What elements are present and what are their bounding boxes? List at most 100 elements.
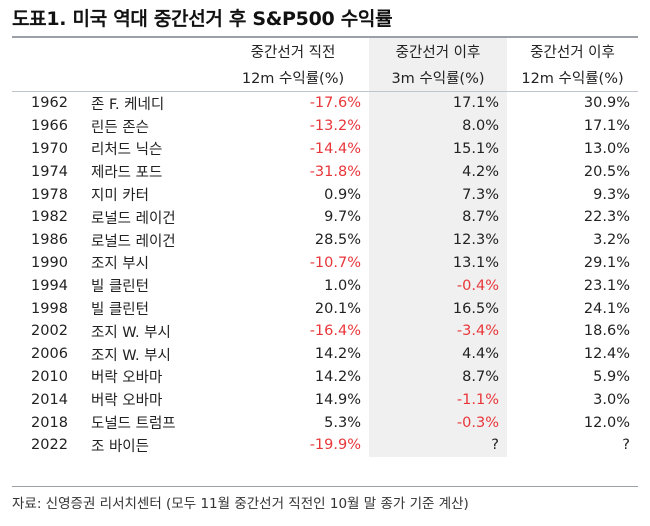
pre12m-cell: -17.6% bbox=[309, 95, 361, 112]
president-cell: 지미 카터 bbox=[91, 188, 149, 205]
post12m-cell: 24.1% bbox=[583, 300, 630, 317]
post3m-cell: -0.4% bbox=[369, 274, 507, 298]
table-row: 1974 제라드 포드 -31.8% 4.2% 20.5% bbox=[12, 160, 638, 184]
year-cell: 1986 bbox=[31, 232, 68, 249]
year-cell: 1994 bbox=[31, 277, 68, 294]
post3m-cell: 8.7% bbox=[369, 365, 507, 389]
post3m-cell: -1.1% bbox=[369, 388, 507, 412]
header-name-blank bbox=[87, 38, 217, 64]
post12m-cell: 30.9% bbox=[583, 95, 630, 112]
table-body: 1962 존 F. 케네디 -17.6% 17.1% 30.9% 1966 린든 존슨 -13… bbox=[12, 91, 638, 457]
president-cell: 제라드 포드 bbox=[91, 165, 163, 182]
president-cell: 린든 존슨 bbox=[91, 119, 149, 136]
table-row: 1998 빌 클린턴 20.1% 16.5% 24.1% bbox=[12, 297, 638, 320]
year-cell: 1970 bbox=[31, 140, 68, 157]
pre12m-cell: -16.4% bbox=[309, 323, 361, 340]
post3m-cell: 8.0% bbox=[369, 114, 507, 138]
president-cell: 로널드 레이건 bbox=[91, 210, 176, 227]
president-cell: 리처드 닉슨 bbox=[91, 142, 163, 159]
year-cell: 1990 bbox=[31, 254, 68, 271]
post12m-cell: 17.1% bbox=[583, 118, 630, 135]
table-row: 1994 빌 클린턴 1.0% -0.4% 23.1% bbox=[12, 274, 638, 298]
table-row: 1966 린든 존슨 -13.2% 8.0% 17.1% bbox=[12, 114, 638, 138]
president-cell: 빌 클린턴 bbox=[91, 302, 149, 319]
year-cell: 1982 bbox=[31, 209, 68, 226]
post3m-cell: 8.7% bbox=[369, 205, 507, 229]
table-row: 1990 조지 부시 -10.7% 13.1% 29.1% bbox=[12, 251, 638, 275]
post12m-cell: 29.1% bbox=[583, 254, 630, 271]
pre12m-cell: 9.7% bbox=[324, 209, 361, 226]
header-name-blank-2 bbox=[87, 64, 217, 92]
year-cell: 1978 bbox=[31, 186, 68, 203]
post12m-cell: 22.3% bbox=[583, 209, 630, 226]
post12m-cell: 9.3% bbox=[593, 186, 630, 203]
post12m-cell: 12.4% bbox=[583, 346, 630, 363]
post12m-cell: 20.5% bbox=[583, 163, 630, 180]
president-cell: 조지 W. 부시 bbox=[91, 347, 171, 364]
post12m-cell: 23.1% bbox=[583, 277, 630, 294]
header-pre12m-line2: 12m 수익률(%) bbox=[217, 64, 369, 92]
table-row: 1986 로널드 레이건 28.5% 12.3% 3.2% bbox=[12, 228, 638, 252]
president-cell: 도널드 트럼프 bbox=[91, 416, 176, 433]
pre12m-cell: 20.1% bbox=[314, 300, 361, 317]
pre12m-cell: 14.9% bbox=[314, 391, 361, 408]
post3m-cell: 17.1% bbox=[369, 91, 507, 115]
president-cell: 조 바이든 bbox=[91, 438, 149, 455]
header-post12m-line2: 12m 수익률(%) bbox=[507, 64, 638, 92]
table-row: 2002 조지 W. 부시 -16.4% -3.4% 18.6% bbox=[12, 319, 638, 343]
pre12m-cell: 5.3% bbox=[324, 414, 361, 431]
post12m-cell: 12.0% bbox=[583, 414, 630, 431]
post3m-cell: 15.1% bbox=[369, 137, 507, 161]
pre12m-cell: 14.2% bbox=[314, 368, 361, 385]
pre12m-cell: -31.8% bbox=[309, 163, 361, 180]
post12m-cell: 3.2% bbox=[593, 232, 630, 249]
year-cell: 2022 bbox=[31, 437, 68, 454]
post3m-cell: 4.2% bbox=[369, 160, 507, 184]
table-row: 1978 지미 카터 0.9% 7.3% 9.3% bbox=[12, 183, 638, 206]
post3m-cell: -3.4% bbox=[369, 319, 507, 343]
table-row: 1962 존 F. 케네디 -17.6% 17.1% 30.9% bbox=[12, 91, 638, 115]
year-cell: 2006 bbox=[31, 346, 68, 363]
pre12m-cell: -13.2% bbox=[309, 118, 361, 135]
pre12m-cell: 14.2% bbox=[314, 346, 361, 363]
header-pre12m-line1: 중간선거 직전 bbox=[250, 44, 336, 61]
post3m-cell: ? bbox=[369, 433, 507, 457]
post3m-cell: 12.3% bbox=[369, 228, 507, 252]
year-cell: 2014 bbox=[31, 391, 68, 408]
table-row: 2022 조 바이든 -19.9%?? bbox=[12, 433, 638, 457]
president-cell: 빌 클린턴 bbox=[91, 279, 149, 296]
bottom-rule bbox=[12, 486, 638, 487]
year-cell: 1962 bbox=[31, 95, 68, 112]
table-row: 2014 버락 오바마 14.9% -1.1% 3.0% bbox=[12, 388, 638, 412]
pre12m-cell: 28.5% bbox=[314, 232, 361, 249]
header-year-blank bbox=[12, 38, 87, 64]
table-title: 도표1. 미국 역대 중간선거 후 S&P500 수익률 bbox=[12, 8, 393, 30]
post12m-cell: 13.0% bbox=[583, 140, 630, 157]
post3m-cell: 16.5% bbox=[369, 297, 507, 320]
top-rule bbox=[12, 36, 638, 38]
pre12m-cell: -14.4% bbox=[309, 140, 361, 157]
pre12m-cell: 1.0% bbox=[324, 277, 361, 294]
table-row: 1970 리처드 닉슨 -14.4% 15.1% 13.0% bbox=[12, 137, 638, 161]
post3m-cell: 13.1% bbox=[369, 251, 507, 275]
post12m-cell: 3.0% bbox=[593, 391, 630, 408]
post3m-cell: 7.3% bbox=[369, 183, 507, 206]
header-year-blank-2 bbox=[12, 64, 87, 92]
president-cell: 조지 부시 bbox=[91, 256, 149, 273]
pre12m-cell: -10.7% bbox=[309, 254, 361, 271]
year-cell: 2010 bbox=[31, 368, 68, 385]
year-cell: 2018 bbox=[31, 414, 68, 431]
header-post3m-line2: 3m 수익률(%) bbox=[369, 64, 507, 92]
year-cell: 1966 bbox=[31, 118, 68, 135]
post3m-cell: -0.3% bbox=[369, 411, 507, 434]
post12m-cell: 5.9% bbox=[593, 368, 630, 385]
table-row: 2010 버락 오바마 14.2% 8.7% 5.9% bbox=[12, 365, 638, 389]
returns-table: 중간선거 직전 중간선거 이후 중간선거 이후 12m 수익률(%) 3m 수익… bbox=[12, 38, 638, 457]
year-cell: 1998 bbox=[31, 300, 68, 317]
header-post12m-line1: 중간선거 이후 bbox=[530, 44, 615, 61]
post3m-cell: 4.4% bbox=[369, 342, 507, 366]
table-row: 1982 로널드 레이건 9.7% 8.7% 22.3% bbox=[12, 205, 638, 229]
post12m-cell: 18.6% bbox=[583, 323, 630, 340]
source-note: 자료: 신영증권 리서치센터 (모두 11월 중간선거 직전인 10월 말 종가… bbox=[12, 496, 469, 512]
president-cell: 로널드 레이건 bbox=[91, 233, 176, 250]
